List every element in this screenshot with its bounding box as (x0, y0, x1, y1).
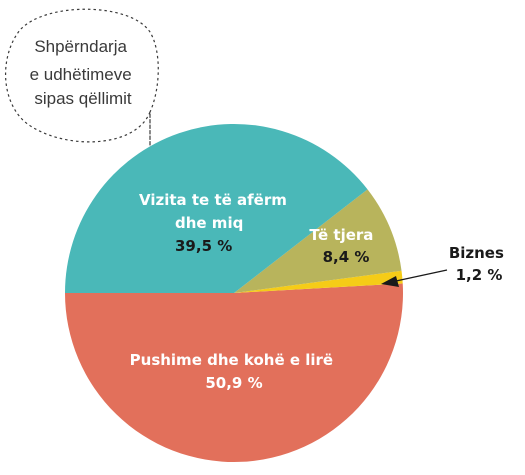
slice-label-leisure-value: 50,9 % (205, 374, 262, 392)
title-bubble: Shpërndarja e udhëtimeve sipas qëllimit (4, 8, 159, 146)
slice-label-leisure: Pushime dhe kohë e lirë 50,9 % (130, 351, 339, 392)
slice-label-visits-name-1: Vizita te të afërm (139, 191, 287, 209)
slice-label-other-name: Të tjera (309, 226, 373, 244)
arrow-head-icon (381, 276, 399, 287)
pie-slice-business (234, 270, 403, 293)
pie-slice-other (234, 189, 402, 293)
chart-title-line-3: sipas qëllimit (34, 89, 132, 108)
slice-label-visits: Vizita te të afërm dhe miq 39,5 % (139, 191, 292, 255)
chart-title: Shpërndarja e udhëtimeve sipas qëllimit (30, 37, 137, 108)
pie-slice-leisure (65, 283, 403, 462)
leader-line (395, 269, 448, 282)
slice-label-other-value: 8,4 % (323, 248, 370, 266)
business-leader-arrow (381, 269, 448, 287)
slice-label-visits-name-2: dhe miq (175, 214, 243, 232)
pie-slice-visits (65, 123, 368, 294)
slice-label-business-value: 1,2 % (456, 266, 503, 284)
slice-label-leisure-name: Pushime dhe kohë e lirë (130, 351, 333, 369)
chart-title-line-1: Shpërndarja (34, 37, 127, 56)
chart-title-line-2: e udhëtimeve (30, 65, 132, 84)
title-bubble-outline (4, 8, 159, 146)
slice-labels: Pushime dhe kohë e lirë 50,9 % Vizita te… (130, 191, 509, 392)
slice-label-business: Biznes 1,2 % (449, 244, 509, 284)
slice-label-visits-value: 39,5 % (175, 237, 232, 255)
slice-label-business-name: Biznes (449, 244, 504, 262)
slice-label-other: Të tjera 8,4 % (309, 226, 378, 266)
pie-slices (65, 123, 403, 462)
